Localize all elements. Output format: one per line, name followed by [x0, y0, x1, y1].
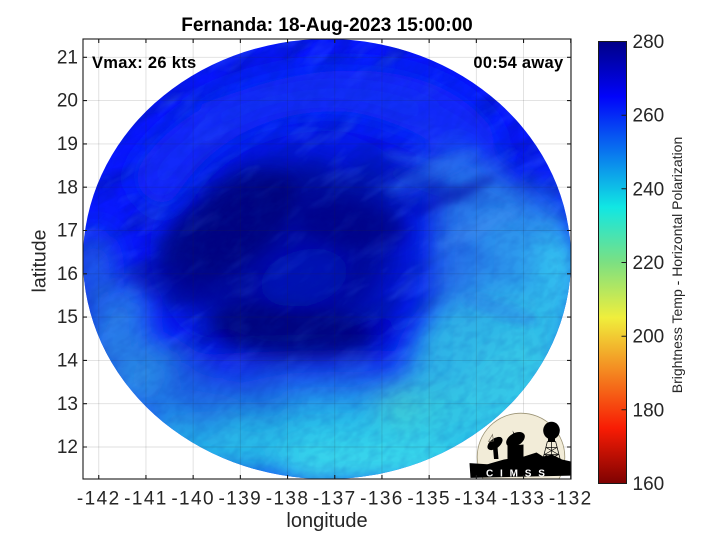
svg-text:17: 17 [57, 221, 78, 242]
svg-text:Fernanda: 18-Aug-2023 15:00:00: Fernanda: 18-Aug-2023 15:00:00 [181, 15, 472, 36]
svg-text:latitude: latitude [29, 230, 51, 293]
svg-text:16: 16 [57, 264, 78, 285]
svg-text:longitude: longitude [286, 510, 367, 532]
svg-text:240: 240 [633, 179, 665, 200]
svg-text:13: 13 [57, 394, 78, 415]
svg-text:220: 220 [633, 253, 665, 274]
svg-text:Vmax: 26 kts: Vmax: 26 kts [92, 54, 197, 72]
svg-text:160: 160 [633, 474, 665, 495]
svg-text:180: 180 [633, 400, 665, 421]
svg-text:280: 280 [633, 32, 665, 53]
svg-text:19: 19 [57, 134, 78, 155]
svg-text:200: 200 [633, 327, 665, 348]
svg-text:Brightness Temp - Horizontal P: Brightness Temp - Horizontal Polarizatio… [669, 137, 685, 394]
svg-text:-134: -134 [455, 489, 499, 510]
svg-text:21: 21 [57, 47, 78, 68]
svg-text:-135: -135 [407, 489, 451, 510]
svg-text:18: 18 [57, 177, 78, 198]
svg-text:15: 15 [57, 307, 78, 328]
svg-text:-137: -137 [313, 489, 357, 510]
svg-text:-132: -132 [549, 489, 593, 510]
svg-text:-139: -139 [219, 489, 263, 510]
svg-text:260: 260 [633, 106, 665, 127]
svg-text:00:54 away: 00:54 away [473, 54, 564, 72]
svg-text:12: 12 [57, 437, 78, 458]
svg-text:-142: -142 [77, 489, 121, 510]
svg-text:20: 20 [57, 91, 78, 112]
svg-text:-136: -136 [360, 489, 404, 510]
svg-text:-133: -133 [502, 489, 546, 510]
svg-text:14: 14 [57, 351, 79, 372]
svg-text:CIMSS: CIMSS [486, 468, 552, 479]
svg-text:-138: -138 [266, 489, 310, 510]
svg-text:-140: -140 [171, 489, 215, 510]
svg-text:-141: -141 [124, 489, 168, 510]
